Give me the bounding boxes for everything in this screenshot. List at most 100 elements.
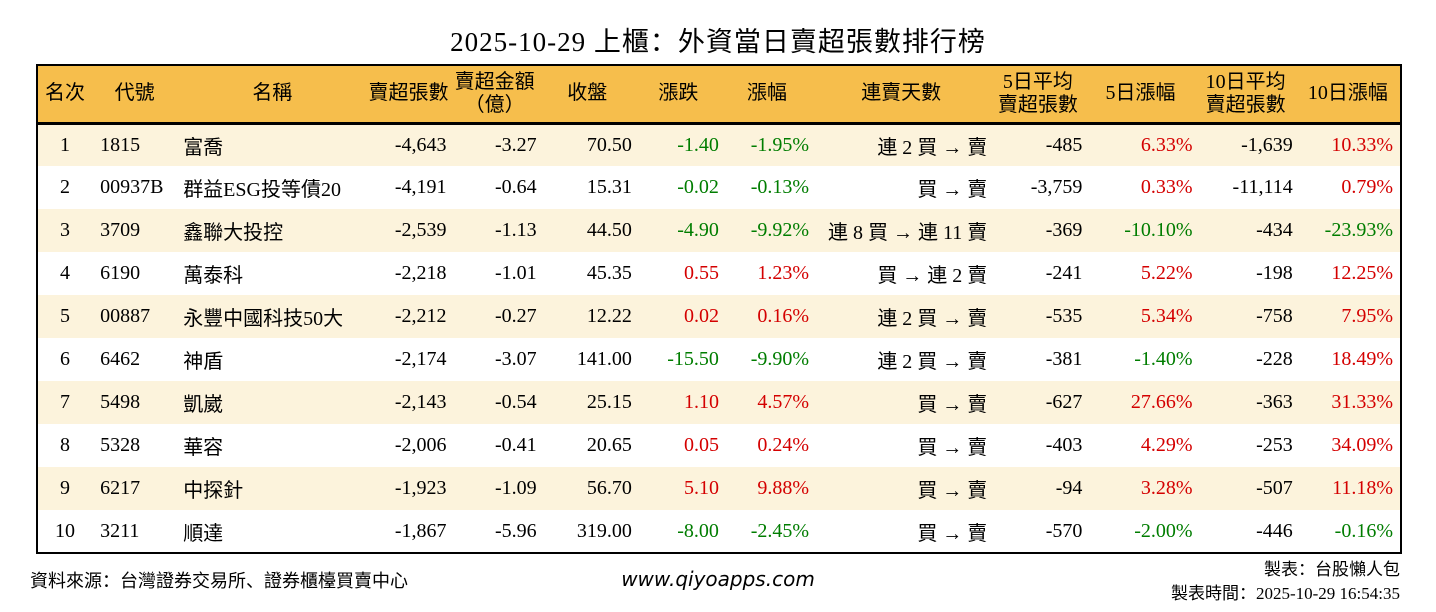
cell-change-pct: 0.16% xyxy=(757,305,810,327)
data-source-note: 資料來源：台灣證券交易所、證券櫃檯買賣中心 xyxy=(30,571,408,591)
cell-change-pct: 9.88% xyxy=(757,477,810,499)
cell-close: 56.70 xyxy=(586,477,632,499)
cell-streak: 連 8 買 → 連 11 賣 xyxy=(828,222,988,244)
cell-avg10: -507 xyxy=(1256,477,1293,499)
cell-streak: 買 → 賣 xyxy=(917,437,988,459)
col-header-pct5: 5日漲幅 xyxy=(1085,65,1196,125)
cell-sell-shares: -1,923 xyxy=(394,477,447,499)
cell-rank: 10 xyxy=(55,519,76,542)
cell-change-pct: -9.90% xyxy=(750,348,810,370)
cell-pct10: 10.33% xyxy=(1331,133,1393,156)
cell-close: 15.31 xyxy=(586,176,632,198)
cell-pct5: -1.40% xyxy=(1134,348,1193,370)
cell-avg5: -381 xyxy=(1045,348,1083,370)
col-header-streak: 連賣天數 xyxy=(812,65,991,125)
cell-rank: 1 xyxy=(60,133,71,156)
cell-pct10: -23.93% xyxy=(1324,219,1393,241)
cell-sell-amount: -0.27 xyxy=(495,305,537,327)
credit-block: 製表：台股懶人包 製表時間：2025-10-29 16:54:35 xyxy=(1171,558,1400,606)
col-header-avg5: 5日平均 賣超張數 xyxy=(990,65,1086,125)
cell-rank: 3 xyxy=(60,219,71,241)
table-row: 8 5328 華容 -2,006 -0.41 20.65 0.05 0.24% … xyxy=(37,424,1401,467)
col-header-name: 名稱 xyxy=(177,65,368,125)
page-title: 2025-10-29 上櫃：外資當日賣超張數排行榜 xyxy=(450,27,986,57)
cell-sell-amount: -1.01 xyxy=(495,262,537,284)
cell-close: 12.22 xyxy=(586,305,632,327)
cell-name: 萬泰科 xyxy=(183,265,244,287)
cell-code: 3211 xyxy=(100,519,140,542)
cell-name: 永豐中國科技50大 xyxy=(183,308,344,330)
cell-pct5: 5.22% xyxy=(1140,262,1193,284)
cell-avg5: -570 xyxy=(1045,519,1083,542)
cell-pct10: 34.09% xyxy=(1331,434,1393,456)
cell-code: 6217 xyxy=(100,477,141,499)
cell-avg10: -11,114 xyxy=(1232,176,1293,198)
cell-rank: 6 xyxy=(60,348,71,370)
cell-close: 319.00 xyxy=(576,519,632,542)
cell-change-pct: 4.57% xyxy=(757,391,810,413)
cell-rank: 9 xyxy=(60,477,71,499)
cell-change: -4.90 xyxy=(677,219,719,241)
cell-pct5: 27.66% xyxy=(1130,391,1193,413)
cell-change: -0.02 xyxy=(677,176,719,198)
table-row: 6 6462 神盾 -2,174 -3.07 141.00 -15.50 -9.… xyxy=(37,338,1401,381)
cell-avg5: -627 xyxy=(1045,391,1083,413)
cell-pct5: 4.29% xyxy=(1140,434,1193,456)
cell-pct10: 0.79% xyxy=(1341,176,1393,198)
col-header-close: 收盤 xyxy=(539,65,635,125)
cell-rank: 4 xyxy=(60,262,71,284)
cell-change-pct: -2.45% xyxy=(750,519,810,542)
cell-sell-shares: -2,006 xyxy=(394,434,447,456)
table-body: 1 1815 富喬 -4,643 -3.27 70.50 -1.40 -1.95… xyxy=(37,123,1401,553)
cell-pct5: -2.00% xyxy=(1134,519,1193,542)
cell-name: 富喬 xyxy=(183,136,224,159)
col-header-code: 代號 xyxy=(92,65,178,125)
cell-sell-shares: -2,212 xyxy=(394,305,447,327)
cell-pct10: -0.16% xyxy=(1334,519,1393,542)
col-header-change: 漲跌 xyxy=(634,65,722,125)
cell-pct5: 0.33% xyxy=(1140,176,1193,198)
cell-change-pct: 0.24% xyxy=(757,434,810,456)
cell-avg10: -363 xyxy=(1256,391,1293,413)
cell-avg5: -94 xyxy=(1055,477,1083,499)
cell-avg10: -446 xyxy=(1256,519,1293,542)
cell-rank: 5 xyxy=(60,305,71,327)
cell-avg10: -228 xyxy=(1256,348,1293,370)
cell-pct10: 31.33% xyxy=(1331,391,1393,413)
cell-name: 群益ESG投等債20 xyxy=(183,179,341,201)
table-row: 4 6190 萬泰科 -2,218 -1.01 45.35 0.55 1.23%… xyxy=(37,252,1401,295)
cell-avg5: -535 xyxy=(1045,305,1083,327)
website-url: www.qiyoapps.com xyxy=(621,567,815,591)
cell-sell-shares: -1,867 xyxy=(394,519,447,542)
col-header-rank: 名次 xyxy=(37,65,93,125)
cell-sell-amount: -0.54 xyxy=(495,391,537,413)
cell-close: 44.50 xyxy=(586,219,632,241)
cell-close: 45.35 xyxy=(586,262,632,284)
cell-sell-shares: -4,643 xyxy=(394,133,447,156)
cell-sell-amount: -1.09 xyxy=(495,477,537,499)
col-header-avg10: 10日平均 賣超張數 xyxy=(1195,65,1296,125)
cell-code: 6462 xyxy=(100,348,141,370)
table-row: 3 3709 鑫聯大投控 -2,539 -1.13 44.50 -4.90 -9… xyxy=(37,209,1401,252)
cell-streak: 買 → 賣 xyxy=(917,522,988,545)
maker-label: 製表：台股懶人包 xyxy=(1264,560,1400,579)
cell-name: 順達 xyxy=(183,522,224,545)
cell-avg5: -3,759 xyxy=(1030,176,1083,198)
cell-avg5: -485 xyxy=(1045,133,1083,156)
cell-avg10: -253 xyxy=(1256,434,1293,456)
cell-name: 中探針 xyxy=(183,480,244,502)
cell-pct5: 5.34% xyxy=(1140,305,1193,327)
cell-rank: 7 xyxy=(60,391,71,413)
generated-timestamp: 製表時間：2025-10-29 16:54:35 xyxy=(1170,584,1400,603)
cell-pct10: 18.49% xyxy=(1331,348,1393,370)
cell-pct5: 6.33% xyxy=(1140,133,1193,156)
cell-code: 5498 xyxy=(100,391,141,413)
cell-streak: 買 → 賣 xyxy=(917,394,988,416)
cell-pct10: 7.95% xyxy=(1341,305,1393,327)
col-header-sell-amount: 賣超金額 （億） xyxy=(449,65,540,125)
cell-change: 5.10 xyxy=(683,477,719,499)
cell-change: 1.10 xyxy=(683,391,719,413)
table-row: 10 3211 順達 -1,867 -5.96 319.00 -8.00 -2.… xyxy=(37,510,1401,553)
foreign-net-sell-ranking-table: 名次 代號 名稱 賣超張數 賣超金額 （億） 收盤 漲跌 漲幅 連賣天數 5日平… xyxy=(36,64,1402,554)
col-header-sell-shares: 賣超張數 xyxy=(367,65,450,125)
